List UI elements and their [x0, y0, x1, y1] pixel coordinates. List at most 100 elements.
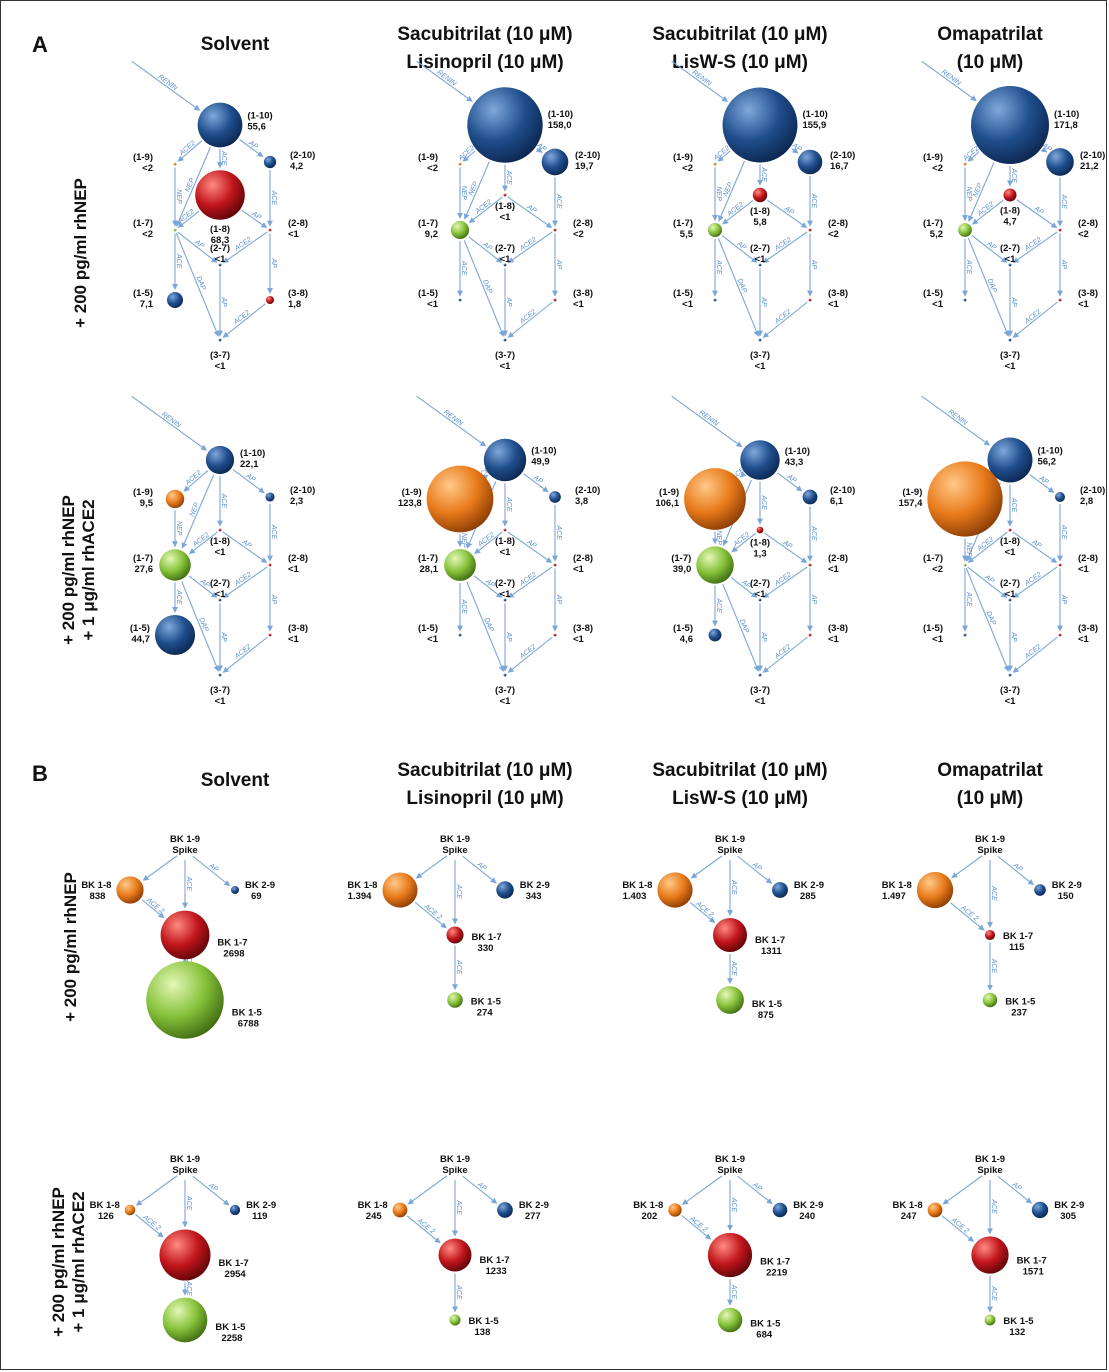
node-sub-bk-1-9: Spike [977, 845, 1002, 856]
node-label-1-10: (1-10) [785, 446, 810, 457]
node-ang-1-10 [197, 102, 243, 148]
node-label-1-5: (1-5) [418, 623, 438, 634]
node-ang-1-7 [444, 549, 476, 581]
node-label-2-7: (2-7) [495, 578, 515, 589]
node-value-3-7: <1 [755, 696, 767, 707]
enzyme-label: ACE2 [732, 531, 752, 548]
node-value-bk-1-7: 2954 [225, 1269, 247, 1280]
node-label-3-7: (3-7) [750, 685, 770, 696]
node-label-2-10: (2-10) [575, 150, 600, 161]
node-value-1-8: <1 [1005, 547, 1017, 558]
node-ang-2-8 [268, 563, 272, 567]
enzyme-label: AP [525, 203, 538, 215]
row-label-line1: + 200 pg/ml rhNEP [49, 1187, 68, 1337]
enzyme-label: ACE [730, 1197, 737, 1213]
edge-1-7-to-3-7 [463, 240, 505, 337]
node-value-bk-1-5: 237 [1011, 1008, 1027, 1019]
node-value-bk-2-9: 119 [252, 1211, 267, 1222]
edge-BK1-8-to-BK1-7 [414, 901, 447, 929]
node-label-1-8: (1-8) [1000, 536, 1020, 547]
node-value-1-5: <1 [682, 299, 694, 310]
node-label-bk-1-5: BK 1-5 [232, 1008, 263, 1019]
edge-1-8-to-2-8 [241, 209, 268, 229]
edge-1-10-to-1-7 [181, 474, 215, 549]
edge-BK1-8-to-BK1-7 [681, 1215, 712, 1240]
row-label-line1: + 200 pg/ml rhNEP [59, 495, 78, 645]
node-label-bk-1-5: BK 1-5 [471, 997, 502, 1008]
node-value-1-9: 123,8 [398, 498, 422, 509]
node-bk-1-7 [712, 917, 748, 953]
enzyme-label: ACE [175, 589, 182, 605]
node-label-3-7: (3-7) [495, 685, 515, 696]
enzyme-label: RENIN [947, 409, 970, 428]
node-label-bk-1-8: BK 1-8 [358, 1200, 388, 1211]
node-label-1-8: (1-8) [750, 537, 770, 548]
node-label-1-7: (1-7) [923, 553, 943, 564]
node-label-bk-2-9: BK 2-9 [519, 1200, 549, 1211]
node-ang-3-7 [1008, 673, 1012, 677]
column-header-0-3-line1: Omapatrilat [937, 24, 1043, 45]
node-bk-2-9 [1031, 1201, 1049, 1219]
node-ang-2-7 [1008, 598, 1012, 602]
edge-renin-to-1-10 [131, 60, 201, 111]
node-ang-1-5 [458, 633, 462, 637]
node-value-1-10: 43,3 [785, 457, 804, 468]
edge-1-7-to-3-7 [181, 581, 220, 672]
node-value-bk-2-9: 285 [800, 891, 817, 902]
node-value-3-7: <1 [215, 361, 227, 372]
node-ang-1-5 [167, 292, 183, 308]
node-label-2-10: (2-10) [575, 485, 600, 496]
edge-BK1-9-to-BK1-8 [690, 855, 723, 879]
node-value-3-8: <1 [573, 634, 585, 645]
node-value-1-5: <1 [932, 299, 944, 310]
node-ang-1-10 [740, 440, 780, 480]
enzyme-label: ACE2 [476, 532, 496, 549]
node-label-bk-1-8: BK 1-8 [622, 880, 652, 891]
node-value-2-10: 21,2 [1080, 161, 1099, 172]
enzyme-label: AP [1037, 474, 1050, 486]
enzyme-label: AP [531, 474, 544, 486]
row-label-line2: + 1 μg/ml rhACE2 [79, 499, 98, 640]
node-label-2-7: (2-7) [750, 578, 770, 589]
node-value-2-8: <2 [573, 229, 584, 240]
edge-1-8-to-1-7 [468, 196, 503, 224]
node-ang-2-10 [797, 149, 823, 175]
node-label-1-5: (1-5) [130, 623, 150, 634]
node-label-1-7: (1-7) [418, 218, 438, 229]
node-label-1-8: (1-8) [750, 206, 770, 217]
enzyme-label: AP [244, 472, 257, 484]
node-bk-1-5 [449, 1314, 461, 1326]
node-label-2-8: (2-8) [288, 218, 308, 229]
node-label-bk-1-9: BK 1-9 [715, 834, 745, 845]
edge-renin-to-1-10 [671, 395, 743, 448]
node-value-2-7: <1 [500, 254, 512, 265]
edge-1-8-to-1-7 [967, 531, 1008, 563]
node-bk-1-8 [392, 1202, 408, 1218]
enzyme-label: AP [1011, 861, 1024, 873]
node-label-bk-1-7: BK 1-7 [472, 932, 502, 943]
edge-1-7-to-2-7 [177, 231, 218, 263]
node-label-3-8: (3-8) [1078, 288, 1098, 299]
enzyme-label: ACE 2 [415, 1217, 436, 1236]
node-value-1-9: 157,4 [899, 498, 923, 509]
enzyme-label: ACE2 [976, 536, 996, 553]
enzyme-label: ACE [730, 960, 737, 976]
node-value-3-7: <1 [215, 696, 227, 707]
edge-BK1-9-to-BK2-9 [462, 1175, 498, 1204]
enzyme-label: ACE [455, 959, 462, 975]
node-sub-bk-1-9: Spike [717, 845, 742, 856]
node-bk-1-5 [162, 1297, 208, 1343]
enzyme-label: ACE [460, 599, 467, 615]
node-value-bk-1-8: 245 [366, 1211, 383, 1222]
node-label-1-9: (1-9) [418, 152, 438, 163]
node-label-bk-1-5: BK 1-5 [752, 999, 783, 1010]
node-bk-2-9 [1034, 884, 1046, 896]
edge-1-8-to-1-7 [177, 211, 200, 228]
enzyme-label: AP [481, 241, 494, 253]
enzyme-label: ACE [220, 493, 227, 509]
node-label-3-8: (3-8) [828, 623, 848, 634]
angiotensin-network-1-3: RENINACE2ACEAPNEPNEPACE2APACEACE2APACEDA… [899, 395, 1105, 707]
